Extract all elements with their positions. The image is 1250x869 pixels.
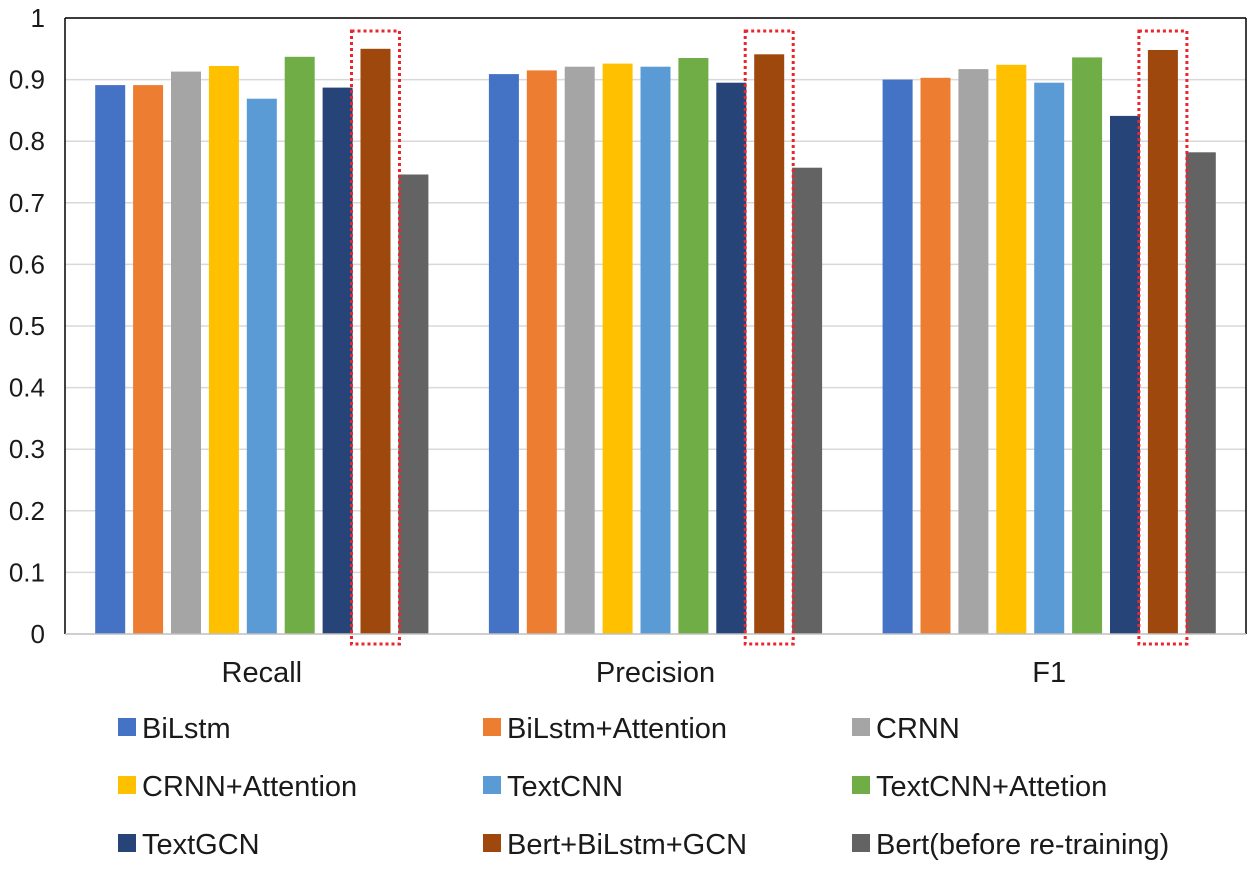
highlight-box-recall <box>350 29 401 646</box>
bar-bilstm-f1 <box>882 79 913 635</box>
legend-label: TextCNN+Attetion <box>876 771 1107 803</box>
y-tick-label: 0.6 <box>9 249 45 279</box>
x-category-label-f1: F1 <box>1032 657 1066 689</box>
legend-swatch <box>852 834 870 852</box>
y-tick-label: 0.9 <box>9 65 45 95</box>
bar-textgcn-recall <box>322 87 353 635</box>
highlight-box-precision <box>743 29 795 646</box>
bar-crnn-attention-precision <box>602 63 633 635</box>
x-axis-category-labels: Recall Precision F1 <box>222 657 1067 689</box>
y-axis-tick-labels: 0 0.1 0.2 0.3 0.4 0.5 0.6 0.7 0.8 0.9 1 <box>9 3 45 649</box>
legend-label: BiLstm+Attention <box>507 713 727 745</box>
bar-crnn-f1 <box>958 69 989 635</box>
legend-label: Bert+BiLstm+GCN <box>507 829 747 861</box>
legend-item-crnn: CRNN <box>852 713 960 745</box>
plot-frame <box>64 17 1247 635</box>
legend-item-textgcn: TextGCN <box>118 829 260 861</box>
highlight-boxes <box>350 29 1189 646</box>
legend-label: TextGCN <box>142 829 260 861</box>
bar-crnn-recall <box>171 71 201 635</box>
legend-label: CRNN <box>876 713 960 745</box>
legend-swatch <box>483 718 501 736</box>
y-tick-label: 0.3 <box>9 434 45 464</box>
legend-swatch <box>852 776 870 794</box>
y-tick-label: 1 <box>31 3 45 33</box>
legend-item-bilstm-attention: BiLstm+Attention <box>483 713 727 745</box>
bar-bert-before-re-training-precision <box>792 167 823 634</box>
y-tick-label: 0.4 <box>9 373 45 403</box>
bar-bert-bilstm-gcn-precision <box>754 54 785 635</box>
bar-crnn-precision <box>564 66 595 634</box>
legend-swatch <box>118 718 136 736</box>
highlight-box-f1 <box>1137 29 1189 646</box>
bar-textgcn-f1 <box>1110 115 1140 634</box>
bar-textcnn-attetion-precision <box>678 58 709 634</box>
legend-item-crnn-attention: CRNN+Attention <box>118 771 357 803</box>
legend-label: Bert(before re-training) <box>876 829 1169 861</box>
legend-label: CRNN+Attention <box>142 771 357 803</box>
bar-textcnn-precision <box>640 66 671 634</box>
legend-item-bert-before-re-training: Bert(before re-training) <box>852 829 1169 861</box>
x-category-label-precision: Precision <box>596 657 715 689</box>
bar-bilstm-recall <box>95 85 126 635</box>
bar-bilstm-attention-recall <box>133 85 164 635</box>
legend-label: BiLstm <box>142 713 231 745</box>
legend-swatch <box>483 776 501 794</box>
y-tick-label: 0.8 <box>9 126 45 156</box>
bar-textgcn-precision <box>716 82 747 634</box>
legend-item-textcnn: TextCNN <box>483 771 623 803</box>
legend-swatch <box>118 776 136 794</box>
bar-bilstm-attention-precision <box>526 70 557 634</box>
bar-crnn-attention-recall <box>208 66 239 634</box>
legend-label: TextCNN <box>507 771 623 803</box>
y-tick-label: 0.7 <box>9 188 45 218</box>
bar-textcnn-attetion-f1 <box>1072 57 1103 634</box>
bar-bert-before-re-training-recall <box>398 174 429 634</box>
y-tick-label: 0 <box>31 619 45 649</box>
bar-textcnn-recall <box>246 98 277 634</box>
legend-swatch <box>483 834 501 852</box>
legend-item-bilstm: BiLstm <box>118 713 231 745</box>
y-tick-label: 0.5 <box>9 311 45 341</box>
legend-swatch <box>852 718 870 736</box>
bar-textcnn-attetion-recall <box>284 56 315 635</box>
bar-bilstm-precision <box>488 74 519 635</box>
bar-textcnn-f1 <box>1034 82 1065 634</box>
legend-item-bert-bilstm-gcn: Bert+BiLstm+GCN <box>483 829 747 861</box>
x-category-label-recall: Recall <box>222 657 303 689</box>
legend-item-textcnn-attetion: TextCNN+Attetion <box>852 771 1107 803</box>
bar-bert-before-re-training-f1 <box>1185 152 1216 635</box>
bar-bilstm-attention-f1 <box>920 77 951 635</box>
bar-bert-bilstm-gcn-recall <box>360 48 391 635</box>
bars <box>95 48 1216 635</box>
y-tick-label: 0.1 <box>9 557 45 587</box>
y-tick-label: 0.2 <box>9 496 45 526</box>
bar-bert-bilstm-gcn-f1 <box>1147 50 1178 634</box>
legend-swatch <box>118 834 136 852</box>
legend: BiLstm BiLstm+Attention CRNN CRNN+Attention… <box>118 713 1169 861</box>
bar-crnn-attention-f1 <box>996 64 1027 635</box>
